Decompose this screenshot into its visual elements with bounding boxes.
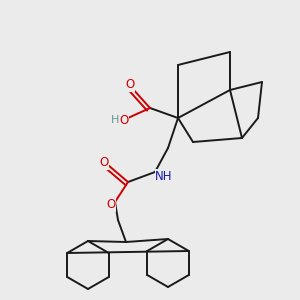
Text: H: H	[111, 115, 119, 125]
Text: O: O	[119, 115, 129, 128]
Text: O: O	[106, 199, 116, 212]
Text: NH: NH	[155, 169, 173, 182]
Text: O: O	[125, 79, 135, 92]
Text: O: O	[99, 157, 109, 169]
